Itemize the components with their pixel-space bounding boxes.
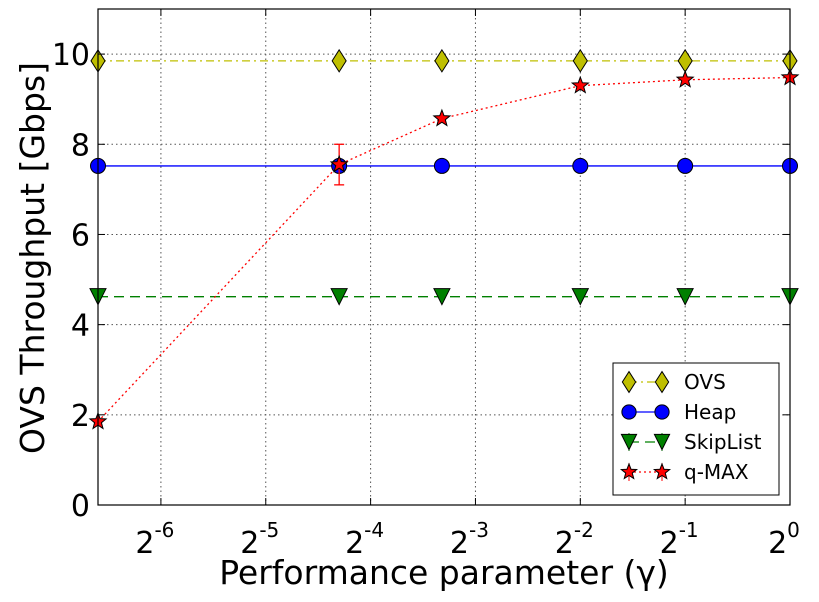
data-point-ovs	[572, 48, 588, 73]
data-point-heap	[433, 157, 450, 174]
legend-box	[612, 362, 780, 496]
legend-marker-skiplist	[653, 433, 671, 451]
y-tick-label: 6	[71, 218, 90, 253]
legend-marker-skiplist	[620, 433, 638, 451]
series-line-q-max	[97, 76, 791, 423]
x-tick-label: 2-4	[345, 518, 384, 561]
data-point-ovs	[677, 48, 693, 73]
data-point-q-max	[675, 69, 695, 88]
x-tick-label: 20	[768, 518, 800, 561]
data-point-skiplist	[676, 288, 694, 306]
y-axis: 0 2 4 6 8 10	[52, 38, 790, 524]
y-axis-label: OVS Throughput [Gbps]	[13, 62, 52, 454]
x-tick-label: 2-5	[240, 518, 279, 561]
y-tick-label: 10	[52, 38, 90, 73]
data-point-skiplist	[433, 288, 451, 306]
x-tick-label: 2-6	[135, 518, 174, 561]
x-tick-label: 2-2	[555, 518, 594, 561]
x-tick-label: 2-1	[660, 518, 699, 561]
y-tick-label: 4	[71, 309, 90, 344]
legend-marker-heap	[621, 404, 637, 420]
legend-marker-heap	[654, 404, 670, 420]
legend-marker-ovs	[621, 370, 637, 394]
legend-marker-ovs	[654, 370, 670, 394]
data-point-skiplist	[330, 288, 348, 306]
y-tick-label: 8	[71, 128, 90, 163]
legend-label-ovs: OVS	[684, 370, 726, 394]
legend-marker-q-max	[652, 462, 672, 480]
y-tick-label: 0	[71, 489, 90, 524]
data-point-heap	[677, 157, 694, 174]
x-axis: 2-6 2-5 2-4 2-3 2-2 2-1 20	[135, 9, 800, 561]
legend-marker-q-max	[619, 462, 639, 480]
plot-area	[88, 48, 800, 430]
data-point-q-max	[329, 154, 349, 173]
data-point-skiplist	[571, 288, 590, 306]
data-point-q-max	[432, 108, 452, 127]
legend: OVS Heap SkipList q-MAX	[612, 362, 780, 496]
data-point-ovs	[434, 48, 450, 73]
data-point-ovs	[331, 48, 347, 73]
legend-label-heap: Heap	[684, 400, 736, 424]
legend-label-q-max: q-MAX	[684, 460, 749, 484]
plot-frame	[97, 8, 791, 506]
y-tick-label: 2	[71, 399, 90, 434]
legend-label-skiplist: SkipList	[684, 430, 762, 454]
data-point-heap	[572, 157, 589, 174]
x-axis-label: Performance parameter (γ)	[219, 553, 669, 592]
x-tick-label: 2-3	[450, 518, 489, 561]
data-point-q-max	[570, 75, 590, 94]
